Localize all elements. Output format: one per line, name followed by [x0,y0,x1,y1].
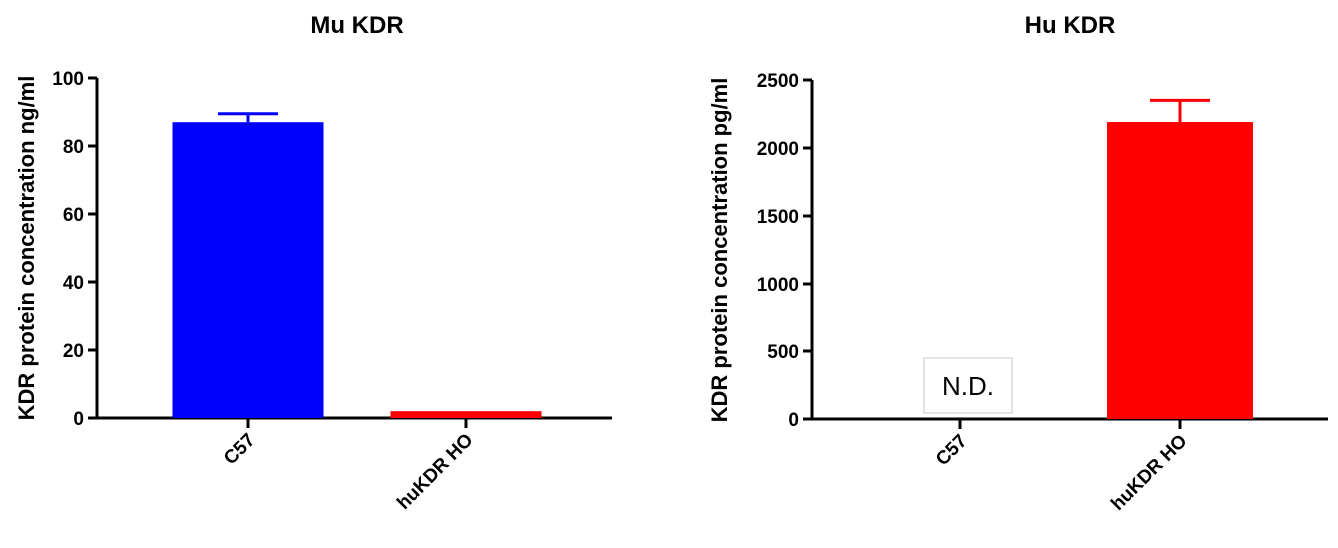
y-tick-label: 1000 [757,275,799,296]
y-ticks: 0 500 1000 1500 2000 2500 [757,71,812,431]
y-tick-label: 20 [63,341,84,362]
y-axis-label: KDR protein concentration ng/ml [14,76,39,421]
chart-title: Mu KDR [310,12,403,39]
x-tick-label-hukdr-ho: huKDR HO [1107,431,1191,515]
y-ticks: 0 20 40 60 80 100 [52,69,97,430]
bar-hukdr-ho [390,411,542,418]
bars [172,112,542,418]
y-tick-label: 500 [767,342,799,363]
chart-mu-kdr: Mu KDR KDR protein concentration ng/ml 0… [14,12,612,514]
y-axis-label: KDR protein concentration pg/ml [707,78,732,423]
y-tick-label: 40 [63,273,84,294]
bar-hukdr-ho [1107,122,1253,419]
nd-annotation: N.D. [923,357,1013,414]
nd-annotation-label: N.D. [942,371,994,401]
y-tick-label: 80 [63,137,84,158]
y-tick-label: 1500 [757,207,799,228]
chart-title: Hu KDR [1025,12,1116,39]
x-tick-label-c57: C57 [932,431,971,470]
bars [1107,98,1253,419]
x-ticks: C57 huKDR HO [220,418,478,514]
y-tick-label: 0 [788,410,799,431]
y-tick-label: 2000 [757,139,799,160]
y-tick-label: 2500 [757,71,799,92]
x-tick-label-c57: C57 [220,430,259,469]
bar-c57 [172,122,324,418]
y-tick-label: 0 [73,409,84,430]
x-ticks: C57 huKDR HO [932,419,1192,515]
y-tick-label: 60 [63,205,84,226]
chart-hu-kdr: Hu KDR KDR protein concentration pg/ml 0… [707,12,1328,515]
x-tick-label-hukdr-ho: huKDR HO [393,430,477,514]
y-tick-label: 100 [52,69,84,90]
nd-annotation-box [923,357,1013,414]
